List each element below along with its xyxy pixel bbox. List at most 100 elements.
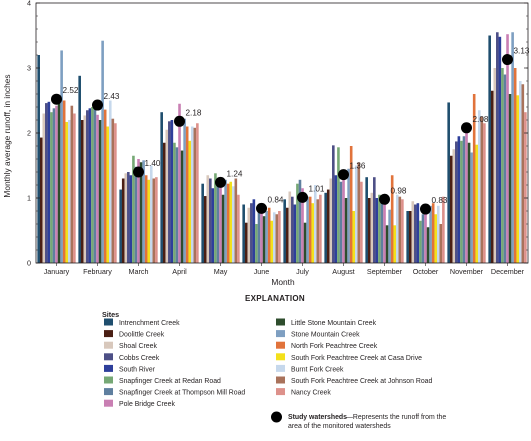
legend-swatch — [104, 364, 113, 372]
bar-7-7 — [342, 175, 345, 263]
bar-group — [37, 32, 527, 264]
bar-11-5 — [501, 68, 504, 263]
bar-7-1 — [326, 189, 330, 263]
bar-3-9 — [183, 118, 186, 263]
bar-0-1 — [39, 137, 43, 263]
bar-6-9 — [306, 196, 309, 263]
legend-label: Doolittle Creek — [119, 332, 165, 339]
bar-1-12 — [108, 100, 112, 263]
bar-5-10 — [267, 207, 271, 263]
study-watershed-value-label: 0.83 — [432, 196, 448, 205]
bar-8-6 — [380, 198, 384, 263]
bar-0-5 — [50, 112, 53, 263]
bar-11-11 — [516, 95, 520, 263]
bar-10-2 — [452, 149, 456, 263]
bar-0-6 — [52, 108, 56, 263]
bar-8-0 — [365, 177, 368, 263]
x-tick-label: February — [83, 267, 112, 276]
study-watershed-point — [51, 93, 62, 105]
legend-swatch — [104, 399, 113, 407]
bar-6-14 — [319, 194, 322, 263]
bar-4-14 — [237, 194, 240, 263]
x-tick-label: December — [491, 267, 525, 276]
bar-2-2 — [124, 173, 128, 263]
bar-1-14 — [114, 123, 117, 263]
bar-6-4 — [293, 204, 297, 263]
bar-10-4 — [457, 136, 461, 263]
y-tick-label: 3 — [27, 64, 31, 73]
study-watershed-value-label: 0.84 — [268, 195, 284, 204]
y-tick-label: 0 — [27, 259, 31, 268]
bar-4-7 — [219, 185, 222, 263]
bar-9-6 — [421, 214, 425, 263]
x-tick-label: March — [129, 267, 149, 276]
bar-8-12 — [395, 194, 399, 263]
legend-swatch — [104, 376, 113, 384]
bar-8-9 — [388, 209, 391, 263]
bar-0-10 — [62, 100, 66, 263]
bar-7-0 — [324, 192, 327, 263]
study-watershed-markers: 2.52 2.43 1.40 2.18 1.24 0.84 1.01 1.36 0.98 0.83… — [51, 47, 530, 215]
bar-1-5 — [91, 107, 94, 263]
bar-4-9 — [224, 179, 227, 263]
bar-11-2 — [493, 68, 497, 263]
bar-10-12 — [477, 110, 481, 263]
bar-3-12 — [190, 126, 194, 263]
bar-7-6 — [339, 181, 343, 263]
legend-swatch — [104, 388, 113, 396]
bar-3-0 — [160, 112, 163, 263]
bar-2-6 — [134, 166, 138, 263]
bar-1-10 — [103, 109, 107, 263]
bar-2-5 — [132, 155, 135, 263]
bar-8-7 — [383, 199, 386, 263]
bar-6-8 — [303, 222, 307, 263]
bar-4-5 — [214, 173, 217, 263]
bar-5-6 — [257, 209, 261, 263]
study-watershed-point — [256, 202, 267, 214]
legend-label: Nancy Creek — [291, 390, 331, 397]
bar-9-12 — [436, 205, 440, 263]
bar-9-8 — [426, 227, 430, 263]
bar-4-13 — [234, 178, 238, 263]
study-watershed-value-label: 1.40 — [145, 159, 161, 168]
legend-label: Shoal Creek — [119, 343, 157, 350]
legend-label: South Fork Peachtree Creek at Casa Drive — [291, 355, 422, 362]
bar-0-11 — [65, 121, 69, 263]
bar-10-10 — [472, 94, 476, 263]
study-watershed-point — [461, 122, 472, 134]
study-watershed-value-label: 0.98 — [391, 186, 407, 195]
bar-1-1 — [80, 120, 84, 263]
bar-9-5 — [419, 220, 422, 263]
x-tick-label: May — [214, 267, 228, 276]
study-watershed-value-label: 2.43 — [104, 92, 120, 101]
bar-10-11 — [475, 144, 479, 263]
legend-items: Intrenchment Creek Doolittle Creek Shoal C… — [104, 318, 433, 408]
bar-11-7 — [506, 34, 509, 264]
bar-11-9 — [511, 32, 514, 263]
bar-8-8 — [385, 225, 389, 263]
bar-5-9 — [265, 211, 268, 263]
bar-1-3 — [86, 110, 89, 263]
legend-label: North Fork Peachtree Creek — [291, 343, 378, 350]
bar-5-13 — [275, 214, 279, 263]
bar-1-11 — [106, 126, 110, 263]
bar-7-12 — [354, 165, 358, 263]
study-watershed-point — [174, 115, 185, 127]
bar-2-13 — [152, 178, 156, 263]
bar-4-3 — [209, 178, 212, 263]
bar-0-9 — [60, 50, 63, 264]
bar-7-10 — [349, 146, 353, 263]
bar-9-10 — [431, 203, 435, 263]
legend-swatch — [104, 341, 113, 349]
bar-10-9 — [470, 152, 473, 263]
study-watershed-value-label: 2.18 — [186, 108, 202, 117]
legend-label: South River — [119, 366, 156, 373]
x-tick-label: October — [413, 267, 439, 276]
bar-1-9 — [101, 40, 104, 264]
bar-1-2 — [83, 115, 87, 263]
bar-1-6 — [93, 104, 97, 264]
legend: EXPLANATION Sites Intrenchment Creek Dool… — [102, 294, 446, 430]
bar-9-2 — [411, 201, 415, 263]
bar-0-14 — [73, 113, 76, 263]
